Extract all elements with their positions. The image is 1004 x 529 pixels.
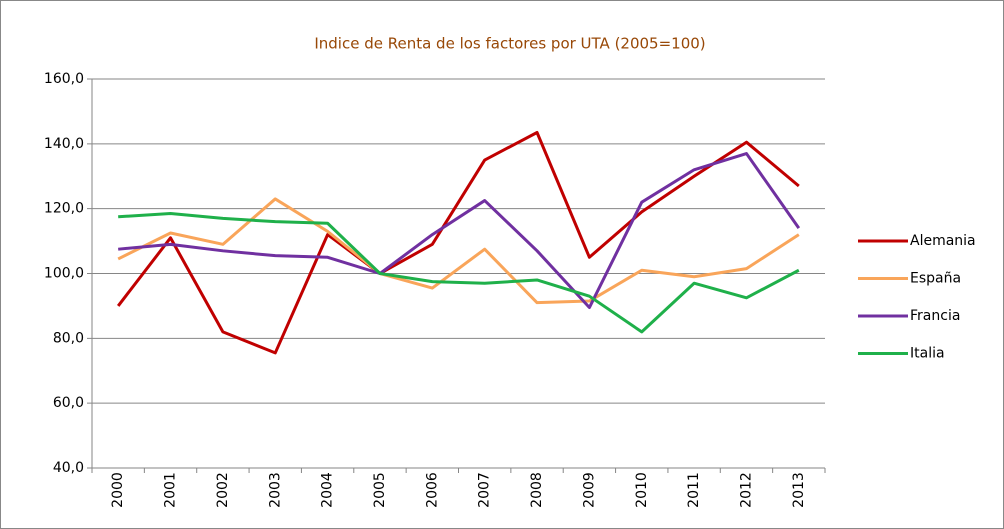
- y-tick-label: 40,0: [53, 460, 84, 476]
- chart-title: Indice de Renta de los factores por UTA …: [314, 35, 705, 53]
- line-series: [116, 130, 800, 355]
- x-tick-label: 2012: [738, 472, 754, 508]
- x-tick-label: 2005: [372, 472, 388, 508]
- x-tick-label: 2011: [686, 472, 702, 508]
- x-tick-label: 2003: [267, 472, 283, 508]
- y-tick-label: 160,0: [44, 71, 84, 87]
- line-series: [118, 152, 801, 310]
- line-series: [118, 212, 800, 334]
- y-tick-label: 60,0: [53, 395, 84, 411]
- legend-label: Italia: [910, 346, 945, 362]
- legend-label: Francia: [910, 308, 960, 324]
- x-tick-label: 2010: [634, 472, 650, 508]
- y-tick-label: 140,0: [44, 136, 84, 152]
- legend-label: España: [910, 271, 961, 287]
- x-tick-label: 2009: [581, 472, 597, 508]
- x-tick-label: 2013: [791, 472, 807, 508]
- line-series: [117, 197, 800, 305]
- x-tick-label: 2002: [215, 472, 231, 508]
- x-tick-label: 2007: [477, 472, 493, 508]
- x-tick-label: 2006: [424, 472, 440, 508]
- x-tick-label: 2001: [163, 472, 179, 508]
- x-tick-label: 2004: [320, 472, 336, 508]
- y-tick-label: 80,0: [53, 330, 84, 346]
- x-tick-label: 2000: [110, 472, 126, 508]
- y-tick-label: 120,0: [44, 201, 84, 217]
- x-tick-label: 2008: [529, 472, 545, 508]
- legend-label: Alemania: [910, 233, 976, 249]
- y-tick-label: 100,0: [44, 266, 84, 282]
